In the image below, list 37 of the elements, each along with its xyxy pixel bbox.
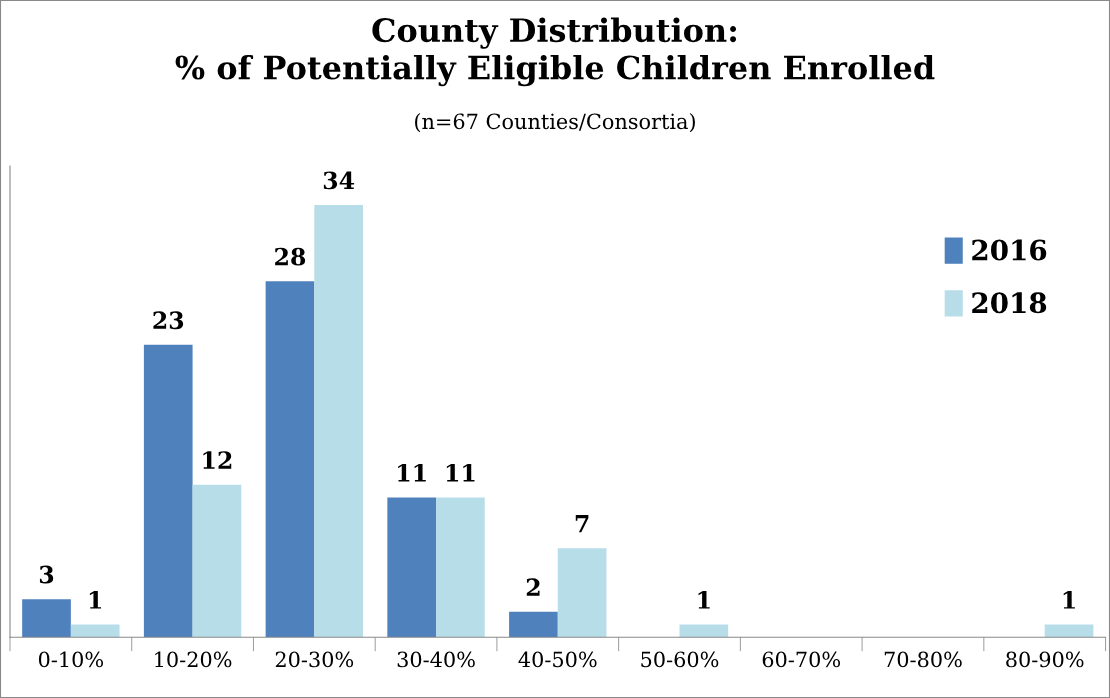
bar [265,281,315,638]
bar [192,484,242,638]
data-label: 2 [526,578,540,596]
bar [509,611,558,638]
data-label: 28 [275,247,306,266]
data-label: 23 [153,311,184,330]
x-tick-label: 20-30% [275,651,354,668]
data-label: 3 [39,565,54,584]
x-tick-label: 50-60% [641,651,719,668]
bar [22,599,71,638]
bar [1044,624,1094,638]
data-label: 11 [446,463,475,482]
data-label: 1 [89,591,102,609]
bar [436,497,485,638]
legend-label: 2018 [972,292,1047,314]
legend-label: 2016 [972,239,1047,261]
x-tick-label: 10-20% [155,651,232,668]
x-tick-label: 40-50% [518,651,597,668]
x-tick-label: 30-40% [397,651,475,668]
data-label: 34 [323,171,355,190]
bar [314,205,364,638]
data-label: 12 [203,451,232,469]
bar [387,497,437,638]
data-label: 11 [398,463,426,482]
bar [70,624,120,638]
x-tick-label: 0-10% [38,651,103,668]
data-label: 1 [698,591,710,609]
x-tick-label: 70-80% [884,651,962,668]
chart-title: County Distribution: % of Potentially Eligible Children Enrolled [175,17,935,87]
x-tick-label: 60-70% [762,651,841,668]
data-label: 1 [1063,591,1075,609]
bar [143,344,193,638]
chart-subtitle: (n=67 Counties/Consortia) [415,113,695,133]
bar [557,548,607,638]
data-label: 7 [575,515,589,533]
bar [679,624,729,638]
x-tick-label: 80-90% [1006,651,1084,668]
